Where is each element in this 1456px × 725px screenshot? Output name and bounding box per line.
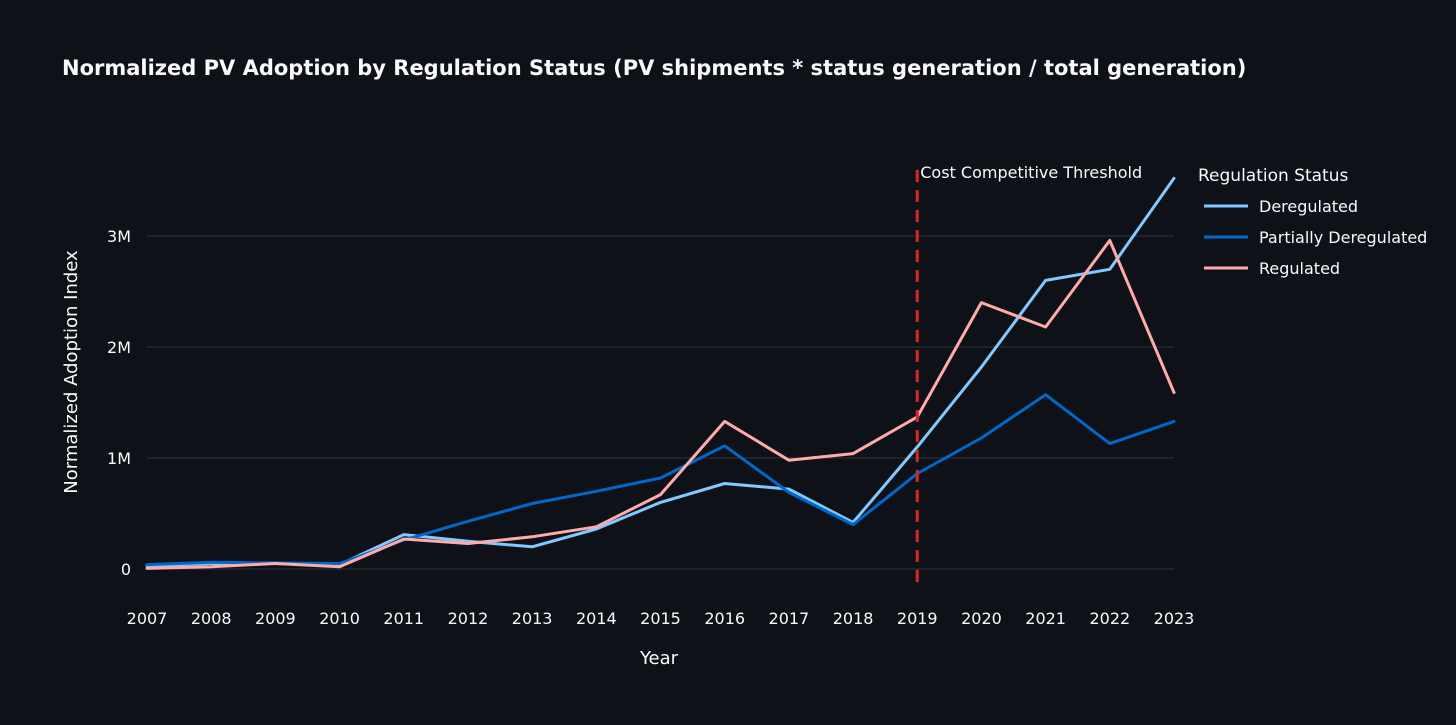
x-tick-label: 2010: [319, 609, 360, 628]
x-axis-ticks: 2007 2008 2009 2010 2011 2012 2013 2014 2015 2016…: [127, 609, 1195, 628]
x-tick-label: 2020: [961, 609, 1002, 628]
x-tick-label: 2015: [640, 609, 681, 628]
annotations: Cost Competitive Threshold: [915, 163, 1142, 590]
x-tick-label: 2023: [1154, 609, 1195, 628]
legend: Regulation Status Deregulated Partially D…: [1198, 166, 1427, 278]
x-tick-label: 2022: [1089, 609, 1130, 628]
x-tick-label: 2014: [576, 609, 617, 628]
x-tick-label: 2012: [448, 609, 489, 628]
y-tick-label: 0: [121, 560, 131, 579]
y-tick-label: 3M: [107, 227, 131, 246]
x-tick-label: 2016: [704, 609, 745, 628]
y-tick-label: 1M: [107, 449, 131, 468]
y-tick-label: 2M: [107, 338, 131, 357]
threshold-annotation: Cost Competitive Threshold: [920, 163, 1142, 182]
x-tick-label: 2011: [383, 609, 424, 628]
legend-item-label[interactable]: Deregulated: [1259, 197, 1358, 216]
x-tick-label: 2021: [1025, 609, 1066, 628]
legend-item-label[interactable]: Regulated: [1259, 259, 1340, 278]
x-tick-label: 2007: [127, 609, 168, 628]
legend-item-label[interactable]: Partially Deregulated: [1259, 228, 1427, 247]
legend-title: Regulation Status: [1198, 166, 1348, 186]
y-axis-title: Normalized Adoption Index: [61, 250, 82, 494]
y-axis-ticks: 0 1M 2M 3M: [107, 227, 131, 579]
x-tick-label: 2018: [833, 609, 874, 628]
series-lines: [145, 176, 1176, 570]
series-line-partially-deregulated: [145, 393, 1176, 567]
grid: [147, 235, 1174, 570]
x-tick-label: 2013: [512, 609, 553, 628]
chart-title: Normalized PV Adoption by Regulation Sta…: [62, 56, 1246, 80]
x-tick-label: 2009: [255, 609, 296, 628]
series-line-regulated: [145, 238, 1176, 570]
x-axis-title: Year: [639, 648, 679, 669]
x-tick-label: 2019: [897, 609, 938, 628]
x-tick-label: 2017: [769, 609, 810, 628]
x-tick-label: 2008: [191, 609, 232, 628]
